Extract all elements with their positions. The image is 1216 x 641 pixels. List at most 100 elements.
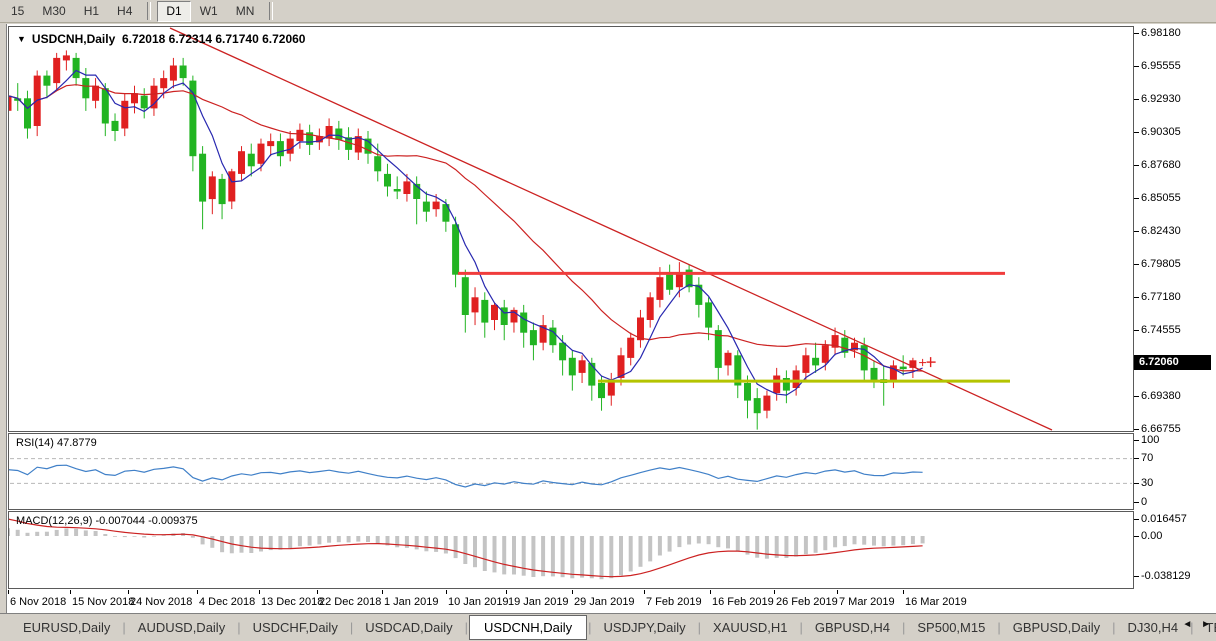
time-axis-tick — [903, 590, 904, 594]
tab-tech100-h1[interactable]: TECH100,H1 — [1205, 619, 1216, 635]
tab-separator: | — [697, 620, 702, 635]
tab-separator: | — [464, 620, 469, 635]
macd-indicator-panel[interactable]: MACD(12,26,9) -0.007044 -0.009375 — [8, 511, 1134, 589]
timeframe-toolbar: 15 M30 H1 H4 D1 W1 MN — [0, 0, 1216, 23]
time-axis-label: 6 Nov 2018 — [10, 596, 67, 608]
tab-gbpusd-daily[interactable]: GBPUSD,Daily — [1012, 619, 1101, 635]
time-axis-label: 16 Mar 2019 — [905, 596, 967, 608]
price-axis-tick — [1134, 99, 1139, 100]
price-axis-tick — [1134, 198, 1139, 199]
price-axis-tick — [1134, 132, 1139, 133]
descending-trendline[interactable] — [169, 27, 1053, 431]
price-axis-tick — [1134, 297, 1139, 298]
time-axis-tick — [710, 590, 711, 594]
tab-separator: | — [122, 620, 126, 635]
macd-axis-tick — [1134, 576, 1139, 577]
timeframe-button-h4[interactable]: H4 — [117, 3, 133, 18]
time-axis-label: 24 Nov 2018 — [130, 596, 193, 608]
tab-eurusd-daily[interactable]: EURUSD,Daily — [23, 619, 111, 635]
window-left-border — [0, 24, 7, 613]
timeframe-button-w1[interactable]: W1 — [199, 3, 218, 18]
time-axis-tick — [197, 590, 198, 594]
macd-histogram — [9, 528, 925, 580]
price-axis-label: 6.98180 — [1141, 27, 1181, 39]
tab-audusd-daily[interactable]: AUDUSD,Daily — [137, 619, 226, 635]
time-axis-label: 13 Dec 2018 — [261, 596, 324, 608]
macd-axis-tick — [1134, 519, 1139, 520]
toolbar-separator — [147, 2, 152, 20]
tab-separator: | — [1112, 620, 1116, 635]
macd-canvas[interactable] — [9, 512, 1133, 588]
macd-label: MACD(12,26,9) -0.007044 -0.009375 — [16, 515, 198, 527]
timeframe-button-m30[interactable]: M30 — [42, 3, 66, 18]
rsi-label: RSI(14) 47.8779 — [16, 437, 97, 449]
time-axis-label: 22 Dec 2018 — [319, 596, 382, 608]
rsi-axis-label: 100 — [1141, 434, 1160, 446]
time-axis-label: 7 Feb 2019 — [646, 596, 702, 608]
rsi-canvas[interactable] — [9, 434, 1133, 509]
time-axis-tick — [382, 590, 383, 594]
tab-separator: | — [902, 620, 906, 635]
tab-xauusd-h1[interactable]: XAUUSD,H1 — [713, 619, 788, 635]
tab-usdcnh-daily[interactable]: USDCNH,Daily — [469, 615, 588, 640]
price-chart-panel[interactable]: ▼ USDCNH,Daily 6.72018 6.72314 6.71740 6.… — [8, 26, 1134, 432]
price-axis-label: 6.66755 — [1141, 423, 1181, 435]
rsi-axis-label: 70 — [1141, 452, 1154, 464]
price-axis-tick — [1134, 165, 1139, 166]
price-axis-tick — [1134, 396, 1139, 397]
time-axis-tick — [506, 590, 507, 594]
time-axis-tick — [644, 590, 645, 594]
rsi-axis-tick — [1134, 483, 1139, 484]
tab-gbpusd-h4[interactable]: GBPUSD,H4 — [814, 619, 890, 635]
time-axis-label: 19 Jan 2019 — [508, 596, 569, 608]
timeframe-button-h1[interactable]: H1 — [83, 3, 100, 18]
rsi-axis-tick — [1134, 502, 1139, 503]
tabs-scroll-right-icon[interactable]: ► — [1201, 619, 1211, 630]
symbol-dropdown-icon[interactable]: ▼ — [17, 34, 26, 44]
tab-separator: | — [237, 620, 241, 635]
tabs-scroll-left-icon[interactable]: ◄ — [1182, 619, 1193, 630]
time-axis-tick — [259, 590, 260, 594]
timeframe-button-mn[interactable]: MN — [235, 3, 255, 18]
macd-signal-line — [9, 518, 923, 578]
price-chart-canvas[interactable] — [9, 27, 1133, 431]
tab-sp500-m15[interactable]: SP500,M15 — [917, 619, 986, 635]
price-axis-label: 6.90305 — [1141, 126, 1181, 138]
tab-usdcad-daily[interactable]: USDCAD,Daily — [365, 619, 453, 635]
toolbar-separator — [269, 2, 274, 20]
time-axis-label: 10 Jan 2019 — [448, 596, 509, 608]
tab-usdjpy-daily[interactable]: USDJPY,Daily — [603, 619, 686, 635]
time-axis-tick — [317, 590, 318, 594]
tab-separator: | — [1190, 620, 1194, 635]
time-axis-tick — [774, 590, 775, 594]
price-axis-label: 6.69380 — [1141, 390, 1181, 402]
time-axis-label: 4 Dec 2018 — [199, 596, 256, 608]
time-axis-tick — [837, 590, 838, 594]
tab-separator: | — [349, 620, 354, 635]
price-axis-tick — [1134, 33, 1139, 34]
price-axis-label: 6.92930 — [1141, 93, 1181, 105]
price-axis-label: 6.82430 — [1141, 225, 1181, 237]
tab-usdchf-daily[interactable]: USDCHF,Daily — [252, 619, 338, 635]
time-axis-tick — [128, 590, 129, 594]
price-axis-label: 6.79805 — [1141, 258, 1181, 270]
tab-separator: | — [588, 620, 592, 635]
rsi-indicator-panel[interactable]: RSI(14) 47.8779 — [8, 433, 1134, 510]
ma-fast-line — [9, 69, 923, 396]
last-price-cross-marker — [926, 357, 936, 368]
price-axis-label: 6.85055 — [1141, 192, 1181, 204]
price-axis-tick — [1134, 231, 1139, 232]
chart-title-symbol: USDCNH,Daily — [31, 32, 116, 46]
rsi-axis-label: 0 — [1141, 496, 1148, 508]
price-axis-tick — [1134, 66, 1139, 67]
macd-axis-label: 0.016457 — [1141, 513, 1187, 525]
chart-title-ohlc: 6.72018 6.72314 6.71740 6.72060 — [121, 32, 306, 46]
time-axis-tick — [70, 590, 71, 594]
tab-dj30-h4[interactable]: DJ30,H4 — [1127, 619, 1179, 635]
timeframe-button-15[interactable]: 15 — [11, 3, 25, 18]
price-axis-label: 6.95555 — [1141, 60, 1181, 72]
time-axis-label: 16 Feb 2019 — [712, 596, 774, 608]
timeframe-button-d1[interactable]: D1 — [157, 0, 191, 22]
time-axis-label: 15 Nov 2018 — [72, 596, 135, 608]
candles-series — [9, 50, 927, 430]
